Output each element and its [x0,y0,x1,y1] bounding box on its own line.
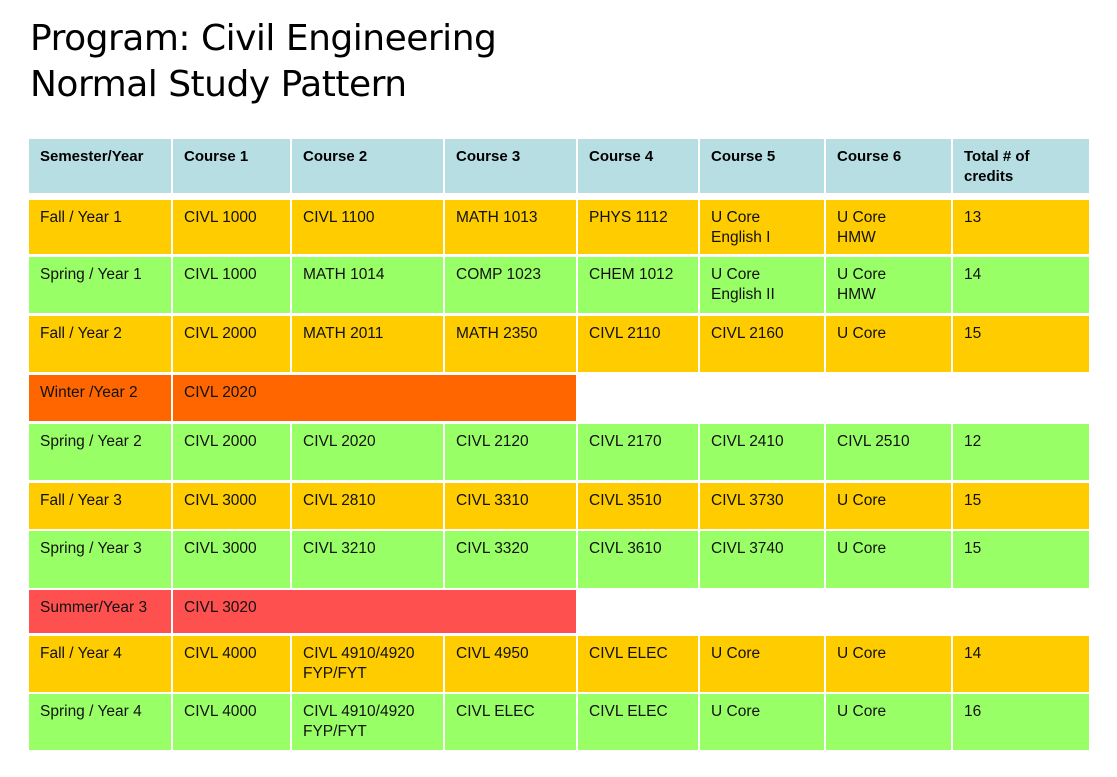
credits-cell: 16 [953,694,1089,750]
course-cell: CIVL ELEC [445,694,576,750]
term-cell: Summer/Year 3 [29,590,171,633]
course-cell: CIVL 2120 [445,424,576,480]
column-header: Course 4 [578,139,698,193]
course-cell: CIVL 3000 [173,531,290,588]
column-header: Course 6 [826,139,951,193]
term-cell: Winter /Year 2 [29,375,171,421]
course-cell: U Core English II [700,257,824,313]
course-cell: MATH 2011 [292,316,443,372]
course-cell: U Core English I [700,200,824,254]
credits-cell: 14 [953,257,1089,313]
course-cell: CIVL 2410 [700,424,824,480]
term-cell: Spring / Year 1 [29,257,171,313]
term-cell: Spring / Year 4 [29,694,171,750]
course-cell: U Core HMW [826,200,951,254]
course-cell: CIVL 2810 [292,483,443,529]
course-cell: U Core [826,694,951,750]
course-cell: COMP 1023 [445,257,576,313]
course-cell: CIVL 2170 [578,424,698,480]
course-cell: U Core HMW [826,257,951,313]
course-cell: CIVL 3000 [173,483,290,529]
term-cell: Fall / Year 4 [29,636,171,692]
course-cell: CIVL 2510 [826,424,951,480]
course-cell: CIVL 1100 [292,200,443,254]
course-cell: CIVL 3610 [578,531,698,588]
course-cell: CIVL 4000 [173,636,290,692]
course-cell: CIVL ELEC [578,636,698,692]
course-cell: CIVL 1000 [173,257,290,313]
course-cell: CIVL 3730 [700,483,824,529]
course-cell: CIVL 3320 [445,531,576,588]
title-line-program: Program: Civil Engineering [30,18,497,59]
course-cell: CIVL 3020 [173,590,576,633]
course-cell: CIVL 2000 [173,424,290,480]
credits-cell: 15 [953,531,1089,588]
course-cell: CIVL 3310 [445,483,576,529]
course-cell: CIVL 4950 [445,636,576,692]
course-cell: CIVL 3210 [292,531,443,588]
course-cell: CIVL 2020 [292,424,443,480]
course-cell: CIVL 2020 [173,375,576,421]
credits-cell: 15 [953,483,1089,529]
credits-cell: 14 [953,636,1089,692]
course-cell: MATH 1014 [292,257,443,313]
column-header: Course 5 [700,139,824,193]
course-cell: CIVL 4910/4920 FYP/FYT [292,694,443,750]
course-cell: U Core [826,316,951,372]
course-cell: PHYS 1112 [578,200,698,254]
credits-cell: 12 [953,424,1089,480]
credits-cell: 13 [953,200,1089,254]
course-cell: MATH 2350 [445,316,576,372]
course-cell: CIVL 4910/4920 FYP/FYT [292,636,443,692]
page-title: Program: Civil Engineering Normal Study … [30,16,497,108]
column-header: Course 2 [292,139,443,193]
term-cell: Fall / Year 2 [29,316,171,372]
course-cell: U Core [826,636,951,692]
term-cell: Spring / Year 2 [29,424,171,480]
credits-cell: 15 [953,316,1089,372]
course-cell: U Core [700,636,824,692]
course-cell: CIVL 2160 [700,316,824,372]
course-cell: U Core [826,483,951,529]
course-cell: MATH 1013 [445,200,576,254]
course-cell: CIVL 2110 [578,316,698,372]
course-cell: U Core [700,694,824,750]
term-cell: Fall / Year 3 [29,483,171,529]
title-line-pattern: Normal Study Pattern [30,64,407,105]
term-cell: Spring / Year 3 [29,531,171,588]
column-header: Course 3 [445,139,576,193]
course-cell: CIVL 2000 [173,316,290,372]
column-header: Total # of credits [953,139,1089,193]
column-header: Semester/Year [29,139,171,193]
course-cell: CHEM 1012 [578,257,698,313]
term-cell: Fall / Year 1 [29,200,171,254]
course-cell: CIVL 3740 [700,531,824,588]
course-cell: U Core [826,531,951,588]
column-header: Course 1 [173,139,290,193]
course-cell: CIVL 4000 [173,694,290,750]
course-cell: CIVL 1000 [173,200,290,254]
course-cell: CIVL 3510 [578,483,698,529]
course-cell: CIVL ELEC [578,694,698,750]
